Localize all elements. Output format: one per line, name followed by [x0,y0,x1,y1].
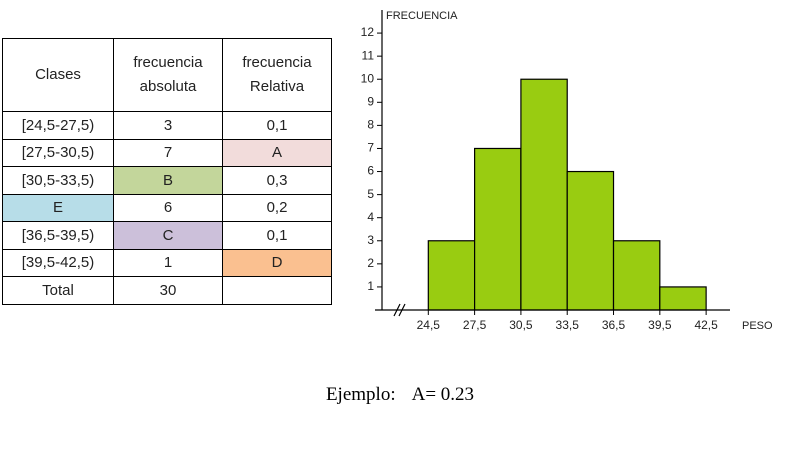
table-cell: frecuencia Relativa [222,38,332,112]
table-row: E 6 0,2 [2,193,332,222]
table-row: [39,5-42,5) 1 D [2,248,332,277]
bar [474,147,522,311]
table-cell: A [222,138,332,167]
table-row: [30,5-33,5) B 0,3 [2,166,332,195]
table-cell: [24,5-27,5) [2,111,114,140]
table-cell: C [113,221,223,250]
y-tick-label: 12 [361,25,375,39]
table-cell: 0,3 [222,166,332,195]
table-cell: Clases [2,38,114,112]
table-cell: [27,5-30,5) [2,138,114,167]
table-row: Total 30 [2,276,332,305]
y-tick-label: 5 [367,187,374,201]
bar [427,240,476,311]
y-tick-label: 4 [367,210,374,224]
y-tick-label: 2 [367,256,374,270]
frequency-table: Clases frecuencia absoluta frecuencia Rela… [2,38,332,305]
axis-break [393,303,406,317]
x-tick-label: 36,5 [602,318,626,332]
table-cell [222,276,332,305]
bar [566,170,615,311]
table-cell: 3 [113,111,223,140]
y-tick-label: 6 [367,164,374,178]
x-axis-label: PESO [742,320,773,332]
y-tick-label: 9 [367,94,374,108]
y-tick-label: 11 [362,48,375,62]
x-tick-label: 27,5 [463,318,487,332]
table-cell: D [222,248,332,277]
table-row: Clases frecuencia absoluta frecuencia Rela… [2,38,332,112]
table-row: [24,5-27,5) 3 0,1 [2,111,332,140]
bar [520,78,568,311]
x-tick-label: 30,5 [509,318,533,332]
y-tick-label: 10 [361,71,375,85]
table-cell: 0,2 [222,193,332,222]
y-tick-label: 7 [367,141,374,155]
table-cell: 30 [113,276,223,305]
y-tick-label: 8 [367,118,374,132]
y-axis-label: FRECUENCIA [386,10,458,22]
y-tick-label: 1 [367,279,374,293]
table-cell: frecuencia absoluta [113,38,223,112]
x-tick-label: 42,5 [694,318,718,332]
x-tick-label: 39,5 [648,318,672,332]
y-tick-label: 3 [367,233,374,247]
x-tick-label: 24,5 [417,318,441,332]
table-cell: [30,5-33,5) [2,166,114,195]
table-cell: [39,5-42,5) [2,248,114,277]
table-row: [27,5-30,5) 7 A [2,138,332,167]
table-cell: 7 [113,138,223,167]
caption-text: A= 0.23 [411,384,475,405]
table-cell: B [113,166,223,195]
bar [612,240,661,311]
bar [659,286,707,311]
caption: Ejemplo: A= 0.23 [0,384,800,406]
table-cell: 0,1 [222,111,332,140]
table-row: [36,5-39,5) C 0,1 [2,221,332,250]
table-cell: 1 [113,248,223,277]
x-tick-label: 33,5 [556,318,580,332]
caption-lead: Ejemplo: [325,384,396,405]
table-cell: 0,1 [222,221,332,250]
table-cell: Total [2,276,114,305]
table-cell: E [2,193,114,222]
